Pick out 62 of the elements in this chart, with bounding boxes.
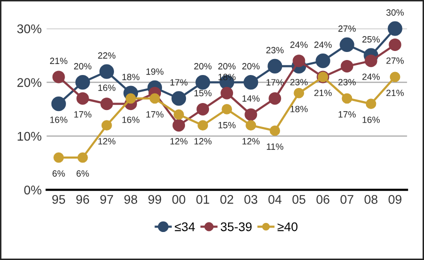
y-tick-label: 10% [18, 132, 42, 141]
data-label: 23% [266, 46, 284, 54]
data-label: 24% [290, 42, 308, 48]
x-tick-label: 97 [100, 194, 114, 204]
data-label: 24% [314, 42, 332, 48]
x-tick-label: 00 [172, 194, 186, 204]
x-tick-label: 96 [76, 194, 90, 204]
x-tick-label: 07 [340, 194, 354, 204]
data-label: 16% [122, 116, 140, 123]
legend-label: ≥40 [278, 222, 298, 232]
data-label: 23% [338, 78, 356, 86]
data-label: 18% [122, 74, 140, 80]
legend-label: 35-39 [220, 222, 252, 232]
data-label: 18% [290, 106, 308, 112]
data-label: 16% [362, 116, 380, 123]
x-tick-label: 09 [388, 194, 402, 204]
data-label: 15% [218, 122, 236, 128]
data-label: 12% [194, 138, 212, 144]
y-tick-label: 20% [17, 78, 42, 87]
x-tick-label: 08 [364, 194, 378, 204]
data-label: 21% [314, 90, 332, 96]
x-tick-label: 05 [292, 194, 306, 204]
data-label: 12% [98, 138, 116, 144]
data-label: 14% [242, 95, 260, 102]
data-label: 12% [242, 138, 260, 144]
data-label: 17% [170, 79, 188, 86]
data-label: 11% [266, 143, 284, 150]
data-label: 17% [338, 111, 356, 118]
data-label: 17% [266, 79, 284, 86]
x-tick-label: 01 [196, 194, 210, 204]
data-label: 21% [50, 58, 68, 64]
data-label: 24% [362, 74, 380, 80]
data-label: 27% [386, 57, 404, 64]
data-label: 23% [290, 78, 308, 86]
data-label: 17% [74, 111, 92, 118]
data-label: 12% [170, 138, 188, 144]
data-label: 20% [74, 63, 92, 70]
data-label: 27% [338, 25, 356, 32]
data-label: 20% [194, 63, 212, 70]
data-label: 15% [194, 90, 212, 96]
data-label: 6% [52, 170, 65, 177]
data-label: 20% [218, 63, 236, 70]
data-label: 17% [146, 111, 164, 118]
legend-label: ≤34 [174, 222, 195, 232]
y-tick-label: 0% [24, 186, 42, 194]
data-label: 19% [146, 68, 164, 75]
x-tick-label: 06 [316, 194, 330, 204]
x-tick-label: 95 [52, 194, 66, 204]
data-label: 20% [242, 63, 260, 70]
x-tick-label: 03 [244, 194, 258, 204]
data-label: 22% [98, 52, 116, 59]
x-tick-label: 04 [268, 194, 282, 204]
data-label: 16% [98, 84, 116, 91]
data-label: 6% [76, 170, 89, 177]
data-label: 21% [386, 90, 404, 96]
y-tick-label: 30% [17, 24, 42, 34]
x-tick-label: 99 [148, 194, 162, 204]
data-label: 16% [50, 116, 68, 123]
x-tick-label: 02 [220, 194, 234, 204]
x-tick-label: 98 [124, 194, 138, 204]
data-label: 25% [362, 36, 380, 43]
data-label: 30% [386, 9, 404, 16]
